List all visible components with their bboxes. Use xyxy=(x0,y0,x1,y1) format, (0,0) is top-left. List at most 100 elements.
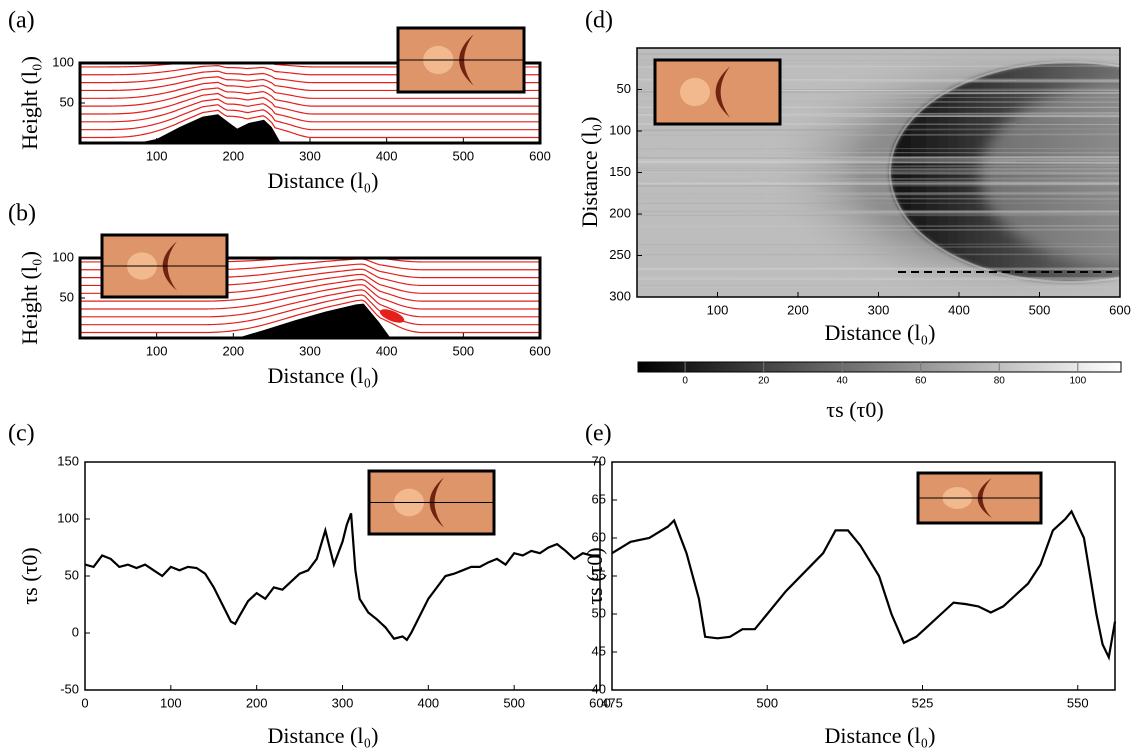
y-tick-label: 100 xyxy=(52,249,74,264)
inset-dune xyxy=(680,77,710,107)
dune xyxy=(237,303,391,338)
inset-border xyxy=(653,58,782,126)
x-tick-label: 400 xyxy=(417,695,439,710)
inset-crescent xyxy=(459,34,474,86)
y-tick-label: 50 xyxy=(65,567,79,582)
panel-label: (c) xyxy=(8,421,35,447)
x-axis-label: Distance (l₀) xyxy=(268,363,379,388)
y-tick-label: 300 xyxy=(609,288,631,303)
panel-label: (e) xyxy=(585,421,612,447)
texture xyxy=(637,168,1120,171)
x-axis-label: Distance (l₀) xyxy=(825,320,936,345)
streamline xyxy=(80,98,539,123)
inset-border xyxy=(100,233,229,299)
y-tick-label: 250 xyxy=(609,247,631,262)
line xyxy=(84,512,600,642)
x-tick-label: 600 xyxy=(529,148,551,163)
texture xyxy=(637,191,1120,195)
x-tick-label: 400 xyxy=(376,343,398,358)
texture xyxy=(637,209,1120,213)
panel-label: (b) xyxy=(8,201,36,227)
texture xyxy=(637,156,1120,160)
inset-image xyxy=(367,469,496,536)
texture xyxy=(637,177,1120,181)
panel-label: (d) xyxy=(585,8,613,34)
x-tick-label: 300 xyxy=(868,302,890,317)
x-tick-label: 475 xyxy=(601,695,623,710)
x-tick-label: 300 xyxy=(299,148,321,163)
x-tick-label: 600 xyxy=(1109,302,1131,317)
y-tick-label: 150 xyxy=(609,164,631,179)
texture xyxy=(637,182,1120,186)
y-axis-label: Height (l₀) xyxy=(17,56,42,150)
x-tick-label: 400 xyxy=(376,148,398,163)
inset-image xyxy=(100,233,229,299)
dune xyxy=(137,114,281,143)
y-axis-label: τs (τ0) xyxy=(17,547,42,604)
texture xyxy=(637,211,1120,215)
x-axis-label: Distance (l₀) xyxy=(825,723,936,748)
colorbar-tick-label: 40 xyxy=(837,376,849,387)
streamline xyxy=(80,294,539,326)
x-tick-label: 400 xyxy=(948,302,970,317)
x-tick-label: 100 xyxy=(146,148,168,163)
x-tick-label: 500 xyxy=(452,343,474,358)
y-tick-label: 45 xyxy=(592,643,606,658)
texture xyxy=(637,276,1120,279)
x-tick-label: 500 xyxy=(503,695,525,710)
texture xyxy=(637,133,1120,137)
texture xyxy=(637,164,1120,168)
x-tick-label: 200 xyxy=(222,148,244,163)
x-tick-label: 200 xyxy=(222,343,244,358)
line xyxy=(611,509,1117,661)
x-tick-label: 600 xyxy=(589,695,611,710)
y-tick-label: 50 xyxy=(60,94,74,109)
texture xyxy=(637,172,1120,176)
streamline xyxy=(80,104,539,131)
texture xyxy=(637,211,1120,214)
inset-crescent xyxy=(162,241,177,291)
texture xyxy=(637,225,1120,228)
colorbar-tick-label: 80 xyxy=(994,376,1006,387)
x-tick-label: 100 xyxy=(146,343,168,358)
x-tick-label: 500 xyxy=(452,148,474,163)
x-tick-label: 200 xyxy=(787,302,809,317)
colorbar-tick-label: 20 xyxy=(758,376,770,387)
texture xyxy=(637,161,1120,165)
x-tick-label: 0 xyxy=(81,695,88,710)
x-tick-label: 100 xyxy=(707,302,729,317)
inset-crescent xyxy=(977,478,992,518)
texture xyxy=(637,193,1120,196)
x-tick-label: 200 xyxy=(246,695,268,710)
colorbar xyxy=(637,361,1122,373)
x-tick-label: 550 xyxy=(1067,695,1089,710)
y-tick-label: 70 xyxy=(592,453,606,468)
texture xyxy=(637,184,1120,187)
y-tick-label: 100 xyxy=(52,54,74,69)
y-tick-label: 50 xyxy=(60,289,74,304)
colorbar-tick-label: 0 xyxy=(682,376,688,387)
inset-image xyxy=(653,58,782,126)
y-tick-label: 200 xyxy=(609,205,631,220)
x-axis-label: Distance (l₀) xyxy=(268,168,379,193)
y-tick-label: 100 xyxy=(609,122,631,137)
y-tick-label: 65 xyxy=(592,491,606,506)
x-axis-label: Distance (l₀) xyxy=(268,723,379,748)
texture xyxy=(637,284,1120,288)
x-tick-label: 525 xyxy=(912,695,934,710)
y-axis-label: Distance (l₀) xyxy=(577,117,602,228)
colorbar-tick-label: 100 xyxy=(1069,376,1086,387)
texture xyxy=(637,197,1120,200)
inset-border xyxy=(367,469,496,536)
streamline xyxy=(80,289,539,318)
streamline xyxy=(80,299,539,334)
y-tick-label: 0 xyxy=(72,624,79,639)
inset-crescent xyxy=(429,477,444,528)
texture xyxy=(637,53,1120,56)
texture xyxy=(637,128,1120,132)
y-tick-label: 100 xyxy=(57,510,79,525)
streamline xyxy=(80,87,539,107)
texture xyxy=(637,243,1120,246)
y-tick-label: 50 xyxy=(592,605,606,620)
